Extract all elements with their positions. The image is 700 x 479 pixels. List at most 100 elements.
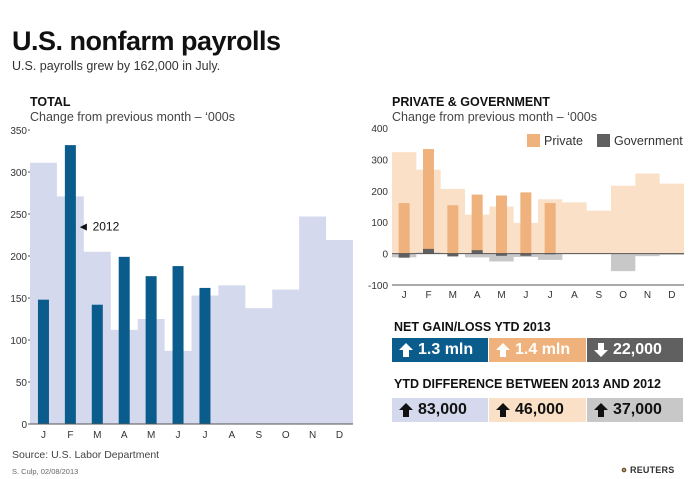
pg-x-tick-label: O bbox=[619, 290, 627, 301]
government-bar bbox=[447, 253, 459, 257]
ytd-diff-government-value: 37,000 bbox=[613, 401, 662, 418]
government-bar bbox=[471, 250, 483, 254]
private-bar bbox=[398, 203, 410, 254]
pg-y-tick-label: 100 bbox=[371, 218, 388, 229]
arrow-up-icon bbox=[399, 343, 413, 357]
total-x-tick-label: O bbox=[282, 430, 290, 441]
arrow-up-icon bbox=[399, 403, 413, 417]
net-gain-total-box: 1.3 mln bbox=[392, 338, 488, 362]
private-2012-area bbox=[392, 152, 684, 254]
net-gain-total-value: 1.3 mln bbox=[418, 341, 474, 358]
total-y-tick-label: 150 bbox=[10, 294, 27, 305]
ytd-diff-government-box: 37,000 bbox=[587, 398, 683, 422]
reuters-brand-text: REUTERS bbox=[630, 465, 675, 475]
total-x-tick-label: J bbox=[202, 430, 207, 441]
source-note: Source: U.S. Labor Department bbox=[12, 449, 160, 461]
pg-y-tick-label: 400 bbox=[371, 124, 388, 135]
ytd-diff-total-box: 83,000 bbox=[392, 398, 488, 422]
legend-private-swatch bbox=[527, 134, 540, 147]
total-y-tick-label: 200 bbox=[10, 252, 27, 263]
total-chart-subtitle: Change from previous month – ‘000s bbox=[30, 110, 235, 124]
pg-x-tick-label: S bbox=[595, 290, 602, 301]
private-bar bbox=[423, 149, 434, 254]
total-y-tick-label: 300 bbox=[10, 168, 27, 179]
total-y-tick-label: 100 bbox=[10, 336, 27, 347]
total-2013-bar bbox=[64, 145, 76, 424]
pg-x-tick-label: J bbox=[402, 290, 407, 301]
credit-note: S. Culp, 02/08/2013 bbox=[12, 467, 79, 476]
total-2013-bar bbox=[118, 256, 130, 424]
ytd-diff-total-value: 83,000 bbox=[418, 401, 467, 418]
private-bar bbox=[520, 192, 532, 254]
net-gain-title: NET GAIN/LOSS YTD 2013 bbox=[394, 320, 551, 334]
pg-y-tick-label: 0 bbox=[382, 250, 388, 261]
reuters-logo-icon bbox=[620, 466, 628, 474]
total-chart-title: TOTAL bbox=[30, 95, 71, 109]
ytd-diff-private-box: 46,000 bbox=[489, 398, 586, 422]
pg-chart-title: PRIVATE & GOVERNMENT bbox=[392, 95, 550, 109]
total-x-tick-label: M bbox=[93, 430, 101, 441]
net-gain-private-box: 1.4 mln bbox=[489, 338, 586, 362]
government-bar bbox=[496, 253, 507, 256]
pg-x-tick-label: J bbox=[523, 290, 528, 301]
arrow-up-icon bbox=[496, 343, 510, 357]
government-bar bbox=[520, 253, 532, 256]
page-title: U.S. nonfarm payrolls bbox=[12, 26, 281, 56]
net-gain-government-box: 22,000 bbox=[587, 338, 683, 362]
ytd-diff-title: YTD DIFFERENCE BETWEEN 2013 AND 2012 bbox=[394, 377, 661, 391]
total-x-tick-label: F bbox=[67, 430, 73, 441]
pg-x-tick-label: M bbox=[449, 290, 457, 301]
net-gain-private-value: 1.4 mln bbox=[515, 341, 571, 358]
total-y-tick-label: 350 bbox=[10, 126, 27, 137]
total-x-tick-label: A bbox=[229, 430, 236, 441]
pg-x-tick-label: N bbox=[644, 290, 651, 301]
pg-x-tick-label: F bbox=[425, 290, 431, 301]
legend-government-label: Government bbox=[614, 134, 683, 148]
legend-government-swatch bbox=[597, 134, 610, 147]
total-2012-area bbox=[30, 162, 353, 424]
total-x-tick-label: M bbox=[147, 430, 155, 441]
private-bar bbox=[544, 203, 556, 254]
pg-x-tick-label: D bbox=[668, 290, 675, 301]
reuters-logo: REUTERS bbox=[620, 465, 674, 475]
total-2013-bar bbox=[172, 266, 184, 424]
private-bar bbox=[471, 194, 483, 254]
page-subtitle: U.S. payrolls grew by 162,000 in July. bbox=[12, 59, 221, 73]
arrow-up-icon bbox=[496, 403, 510, 417]
total-x-tick-label: S bbox=[255, 430, 262, 441]
total-x-tick-label: J bbox=[41, 430, 46, 441]
pg-x-tick-label: M bbox=[497, 290, 505, 301]
pg-y-tick-label: 300 bbox=[371, 155, 388, 166]
government-bar bbox=[423, 248, 434, 254]
total-x-tick-label: A bbox=[121, 430, 128, 441]
arrow-up-icon bbox=[594, 403, 608, 417]
total-x-tick-label: D bbox=[336, 430, 343, 441]
total-2013-bar bbox=[91, 304, 103, 424]
pg-x-tick-label: A bbox=[474, 290, 481, 301]
arrow-down-icon bbox=[594, 343, 608, 357]
private-bar bbox=[496, 195, 507, 254]
total-2013-bar bbox=[37, 299, 49, 424]
legend-private-label: Private bbox=[544, 134, 583, 148]
total-annotation-2012: ◄ 2012 bbox=[77, 219, 119, 233]
total-y-tick-label: 250 bbox=[10, 210, 27, 221]
private-bar bbox=[447, 205, 459, 254]
total-2013-bar bbox=[199, 287, 211, 424]
government-bar bbox=[398, 253, 410, 258]
total-y-tick-label: 0 bbox=[21, 420, 27, 431]
total-x-tick-label: J bbox=[176, 430, 181, 441]
pg-y-tick-label: -100 bbox=[368, 281, 388, 292]
total-y-tick-label: 50 bbox=[16, 378, 28, 389]
pg-chart-subtitle: Change from previous month – ‘000s bbox=[392, 110, 597, 124]
total-x-tick-label: N bbox=[309, 430, 316, 441]
government-2012-area bbox=[392, 252, 684, 272]
total-2013-bar bbox=[145, 276, 157, 424]
pg-x-tick-label: A bbox=[571, 290, 578, 301]
ytd-diff-private-value: 46,000 bbox=[515, 401, 564, 418]
pg-y-tick-label: 200 bbox=[371, 187, 388, 198]
net-gain-government-value: 22,000 bbox=[613, 341, 662, 358]
pg-x-tick-label: J bbox=[548, 290, 553, 301]
